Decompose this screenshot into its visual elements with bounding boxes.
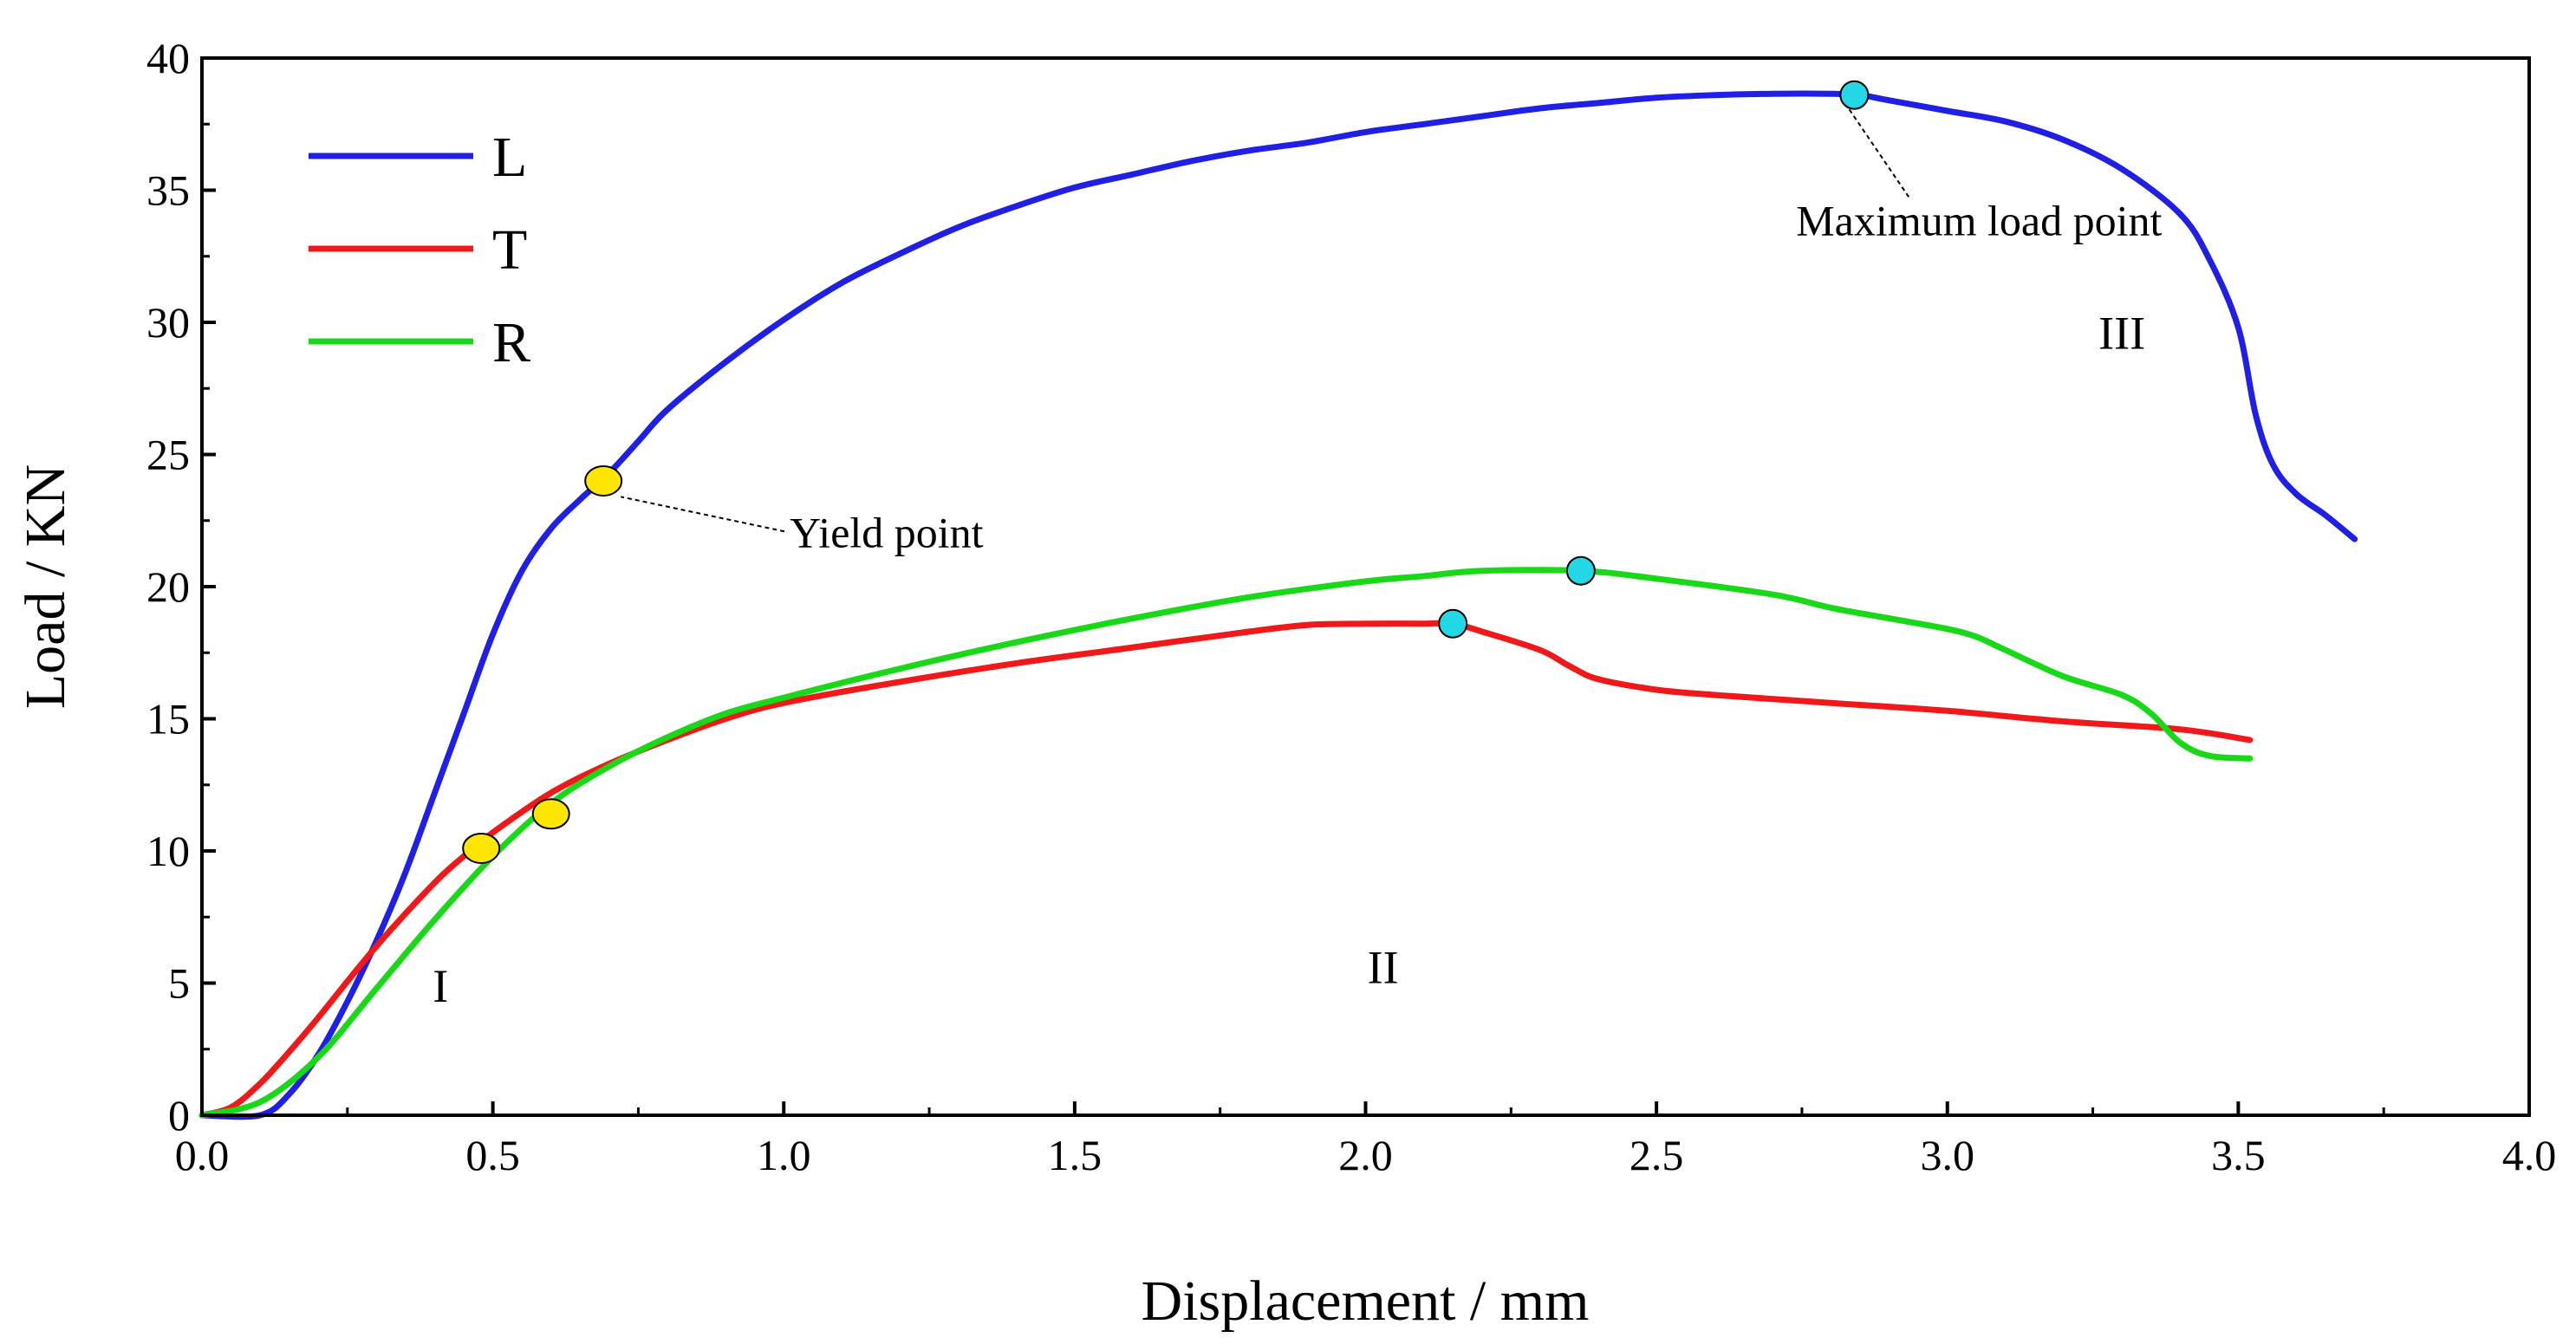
region-label: II bbox=[1368, 942, 1399, 994]
region-label: I bbox=[433, 960, 448, 1012]
y-tick-label: 20 bbox=[146, 562, 190, 611]
x-tick-label: 1.0 bbox=[757, 1131, 811, 1179]
legend-label-l: L bbox=[492, 126, 527, 189]
x-tick-label: 2.5 bbox=[1630, 1131, 1684, 1179]
annotation-label: Maximum load point bbox=[1796, 196, 2162, 244]
y-tick-label: 10 bbox=[146, 827, 190, 875]
series-line-l bbox=[198, 90, 2358, 1120]
max-load-marker-l bbox=[1839, 80, 1870, 110]
y-tick-label: 25 bbox=[146, 431, 190, 479]
yield-point-marker-t bbox=[462, 832, 501, 864]
x-axis-title: Displacement / mm bbox=[1142, 1269, 1590, 1333]
y-axis-title: Load / KN bbox=[14, 464, 77, 709]
yield-point-marker-r bbox=[531, 798, 570, 830]
legend-label-r: R bbox=[492, 311, 530, 374]
x-tick-label: 3.0 bbox=[1921, 1131, 1975, 1179]
region-label: III bbox=[2098, 308, 2145, 360]
max-load-marker-r bbox=[1565, 555, 1596, 586]
x-tick-label: 3.5 bbox=[2211, 1131, 2266, 1179]
x-tick-label: 2.0 bbox=[1338, 1131, 1393, 1179]
y-tick-label: 40 bbox=[146, 34, 190, 82]
y-tick-label: 5 bbox=[168, 959, 190, 1008]
max-load-marker-t bbox=[1438, 608, 1468, 639]
y-tick-label: 15 bbox=[146, 695, 190, 743]
x-tick-label: 1.5 bbox=[1048, 1131, 1103, 1179]
y-tick-label: 30 bbox=[146, 298, 190, 347]
y-tick-label: 35 bbox=[146, 166, 190, 215]
yield-point-marker-l bbox=[584, 465, 623, 497]
x-tick-label: 4.0 bbox=[2502, 1131, 2557, 1179]
legend-label-t: T bbox=[492, 218, 527, 282]
y-tick-label: 0 bbox=[168, 1091, 190, 1139]
annotation-label: Yield point bbox=[790, 508, 984, 556]
x-tick-label: 0.5 bbox=[465, 1131, 520, 1179]
x-tick-label: 0.0 bbox=[175, 1131, 230, 1179]
annotation-leader bbox=[1847, 107, 1910, 198]
series-line-t bbox=[198, 620, 2254, 1119]
